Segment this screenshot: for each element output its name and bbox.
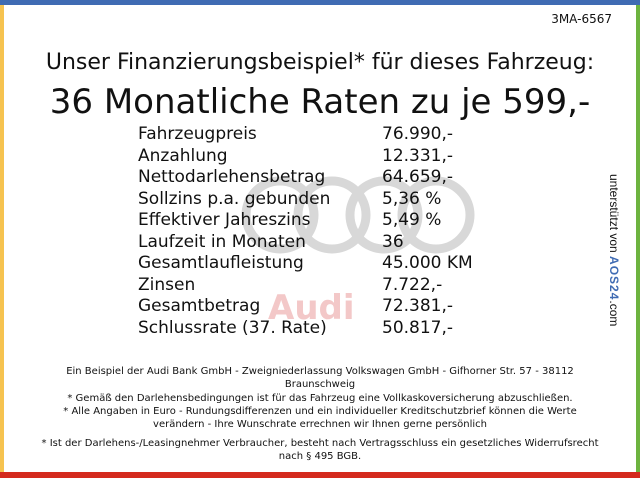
table-row: Zinsen 7.722,-	[138, 275, 473, 297]
footnote-bank: Ein Beispiel der Audi Bank GmbH - Zweign…	[66, 366, 574, 390]
row-value: 45.000 KM	[382, 253, 473, 273]
top-border	[0, 0, 640, 5]
headline: Unser Finanzierungsbeispiel* für dieses …	[45, 50, 595, 75]
table-row: Anzahlung 12.331,-	[138, 146, 473, 168]
row-label: Sollzins p.a. gebunden	[138, 188, 331, 209]
table-row: Fahrzeugpreis 76.990,-	[138, 124, 473, 146]
row-label: Fahrzeugpreis	[138, 124, 257, 144]
audi-watermark: Audi	[268, 288, 355, 328]
row-label: Nettodarlehensbetrag	[138, 167, 326, 187]
table-row: Laufzeit in Monaten 36	[138, 232, 473, 254]
table-row: Schlussrate (37. Rate) 50.817,-	[138, 318, 473, 340]
row-value: 64.659,-	[382, 167, 454, 187]
row-value: 5,49 %	[382, 210, 442, 230]
row-label: Anzahlung	[138, 145, 228, 166]
row-value: 5,36 %	[382, 188, 442, 209]
table-row: Effektiver Jahreszins 5,49 %	[138, 210, 473, 232]
table-row: Gesamtlaufleistung 45.000 KM	[138, 253, 473, 275]
row-value: 76.990,-	[382, 124, 454, 144]
sponsor-prefix: unterstützt von	[607, 174, 621, 257]
right-border	[636, 5, 640, 472]
table-row: Nettodarlehensbetrag 64.659,-	[138, 167, 473, 189]
bottom-border	[0, 472, 640, 478]
vehicle-code: 3MA-6567	[551, 12, 612, 26]
table-row: Sollzins p.a. gebunden 5,36 %	[138, 189, 473, 211]
sponsor-suffix: .com	[607, 300, 621, 327]
rate-headline: 36 Monatliche Raten zu je 599,-	[49, 82, 591, 122]
row-label: Laufzeit in Monaten	[138, 231, 306, 252]
footnote-insurance: * Gemäß den Darlehensbedingungen ist für…	[67, 393, 573, 404]
row-value: 36	[382, 231, 404, 252]
footnote-withdrawal: * Ist der Darlehens-/Leasingnehmer Verbr…	[41, 438, 599, 462]
aos24-brand: AOS24	[607, 256, 621, 301]
financing-table: Fahrzeugpreis 76.990,- Anzahlung 12.331,- Ne…	[138, 124, 473, 339]
row-value: 12.331,-	[382, 145, 454, 166]
row-label: Gesamtlaufleistung	[138, 253, 304, 273]
row-label: Effektiver Jahreszins	[138, 210, 311, 230]
footnote-euro: * Alle Angaben in Euro - Rundungsdiffere…	[63, 406, 577, 430]
row-value: 72.381,-	[382, 296, 454, 316]
row-label: Schlussrate (37. Rate)	[138, 317, 327, 338]
row-value: 7.722,-	[382, 274, 443, 295]
row-label: Zinsen	[138, 274, 196, 295]
row-label: Gesamtbetrag	[138, 296, 261, 316]
row-value: 50.817,-	[382, 317, 454, 338]
table-row: Gesamtbetrag 72.381,-	[138, 296, 473, 318]
sponsor-note[interactable]: unterstützt von AOS24.com	[601, 174, 621, 348]
audi-rings-logo-icon	[241, 176, 475, 254]
left-border	[0, 5, 4, 472]
